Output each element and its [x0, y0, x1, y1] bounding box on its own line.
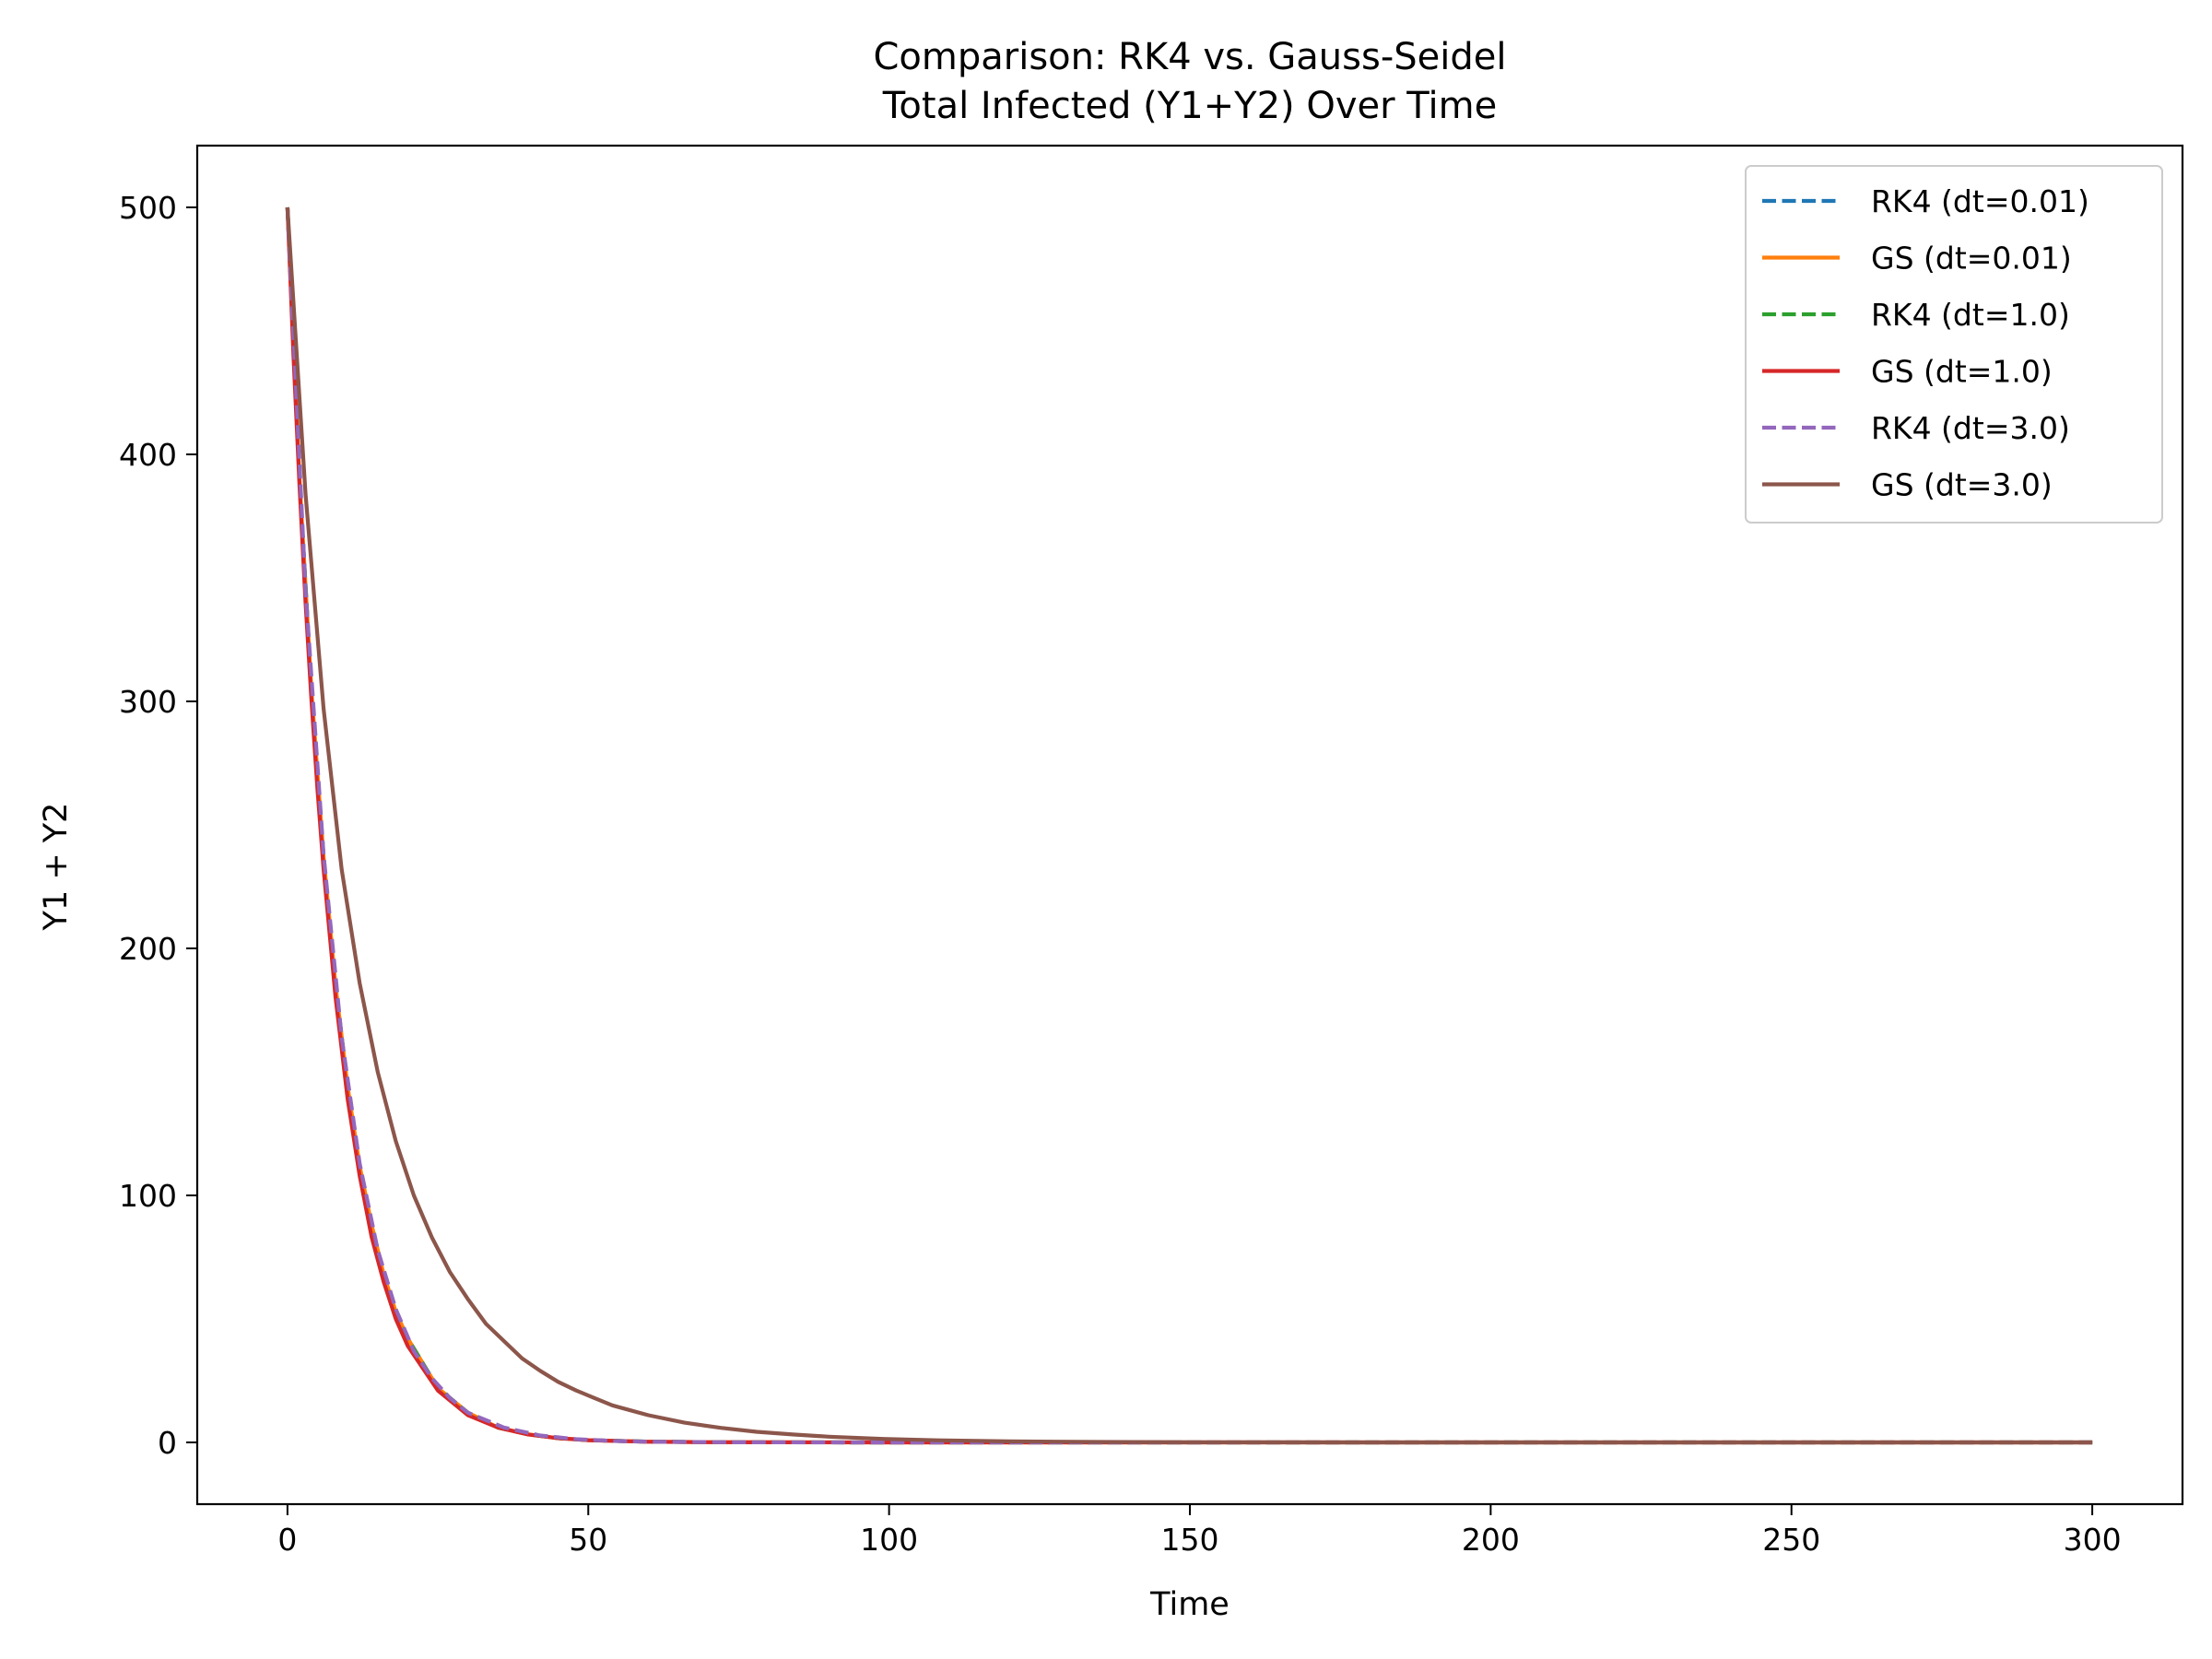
legend-label-5: RK4 (dt=3.0)	[1871, 410, 2070, 446]
x-tick-label: 0	[277, 1522, 297, 1558]
x-tick-label: 200	[1462, 1522, 1520, 1558]
x-tick-label: 50	[569, 1522, 607, 1558]
legend-label-1: RK4 (dt=0.01)	[1871, 183, 2089, 219]
y-tick-label: 100	[119, 1178, 177, 1214]
y-tick-label: 400	[119, 437, 177, 473]
y-tick-label: 200	[119, 931, 177, 967]
chart-title: Comparison: RK4 vs. Gauss-Seidel	[873, 36, 1506, 78]
plot-layer	[285, 206, 2093, 1445]
x-tick-label: 100	[860, 1522, 918, 1558]
x-tick-label: 150	[1161, 1522, 1219, 1558]
series-line-4	[285, 206, 2093, 1445]
y-tick-label: 300	[119, 684, 177, 720]
legend: RK4 (dt=0.01) GS (dt=0.01) RK4 (dt=1.0) GS …	[1745, 165, 2163, 524]
legend-label-2: GS (dt=0.01)	[1871, 241, 2072, 276]
legend-box	[1745, 165, 2163, 524]
y-tick-label: 500	[119, 190, 177, 226]
legend-label-3: RK4 (dt=1.0)	[1871, 297, 2070, 333]
chart-subtitle: Total Infected (Y1+Y2) Over Time	[882, 85, 1497, 127]
x-tick-label: 250	[1762, 1522, 1820, 1558]
x-tick-label: 300	[2064, 1522, 2122, 1558]
y-tick-label: 0	[158, 1425, 177, 1461]
series-line-6	[285, 206, 2093, 1445]
x-axis-label: Time	[1149, 1586, 1230, 1623]
legend-label-6: GS (dt=3.0)	[1871, 467, 2053, 503]
legend-label-4: GS (dt=1.0)	[1871, 354, 2053, 390]
axes-layer: 0 50 100 150 200 250 300 0 100 200 300 400 500	[119, 144, 2184, 1558]
y-axis-label: Y1 + Y2	[38, 803, 75, 932]
